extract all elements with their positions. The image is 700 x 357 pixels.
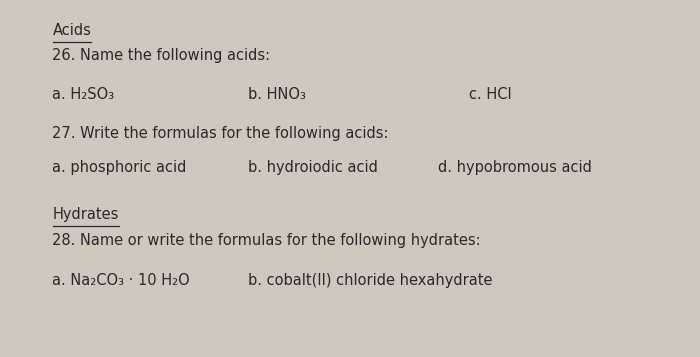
Text: a. H₂SO₃: a. H₂SO₃	[52, 87, 115, 102]
Text: a. phosphoric acid: a. phosphoric acid	[52, 160, 187, 175]
Text: b. HNO₃: b. HNO₃	[248, 87, 307, 102]
Text: a. Na₂CO₃ · 10 H₂O: a. Na₂CO₃ · 10 H₂O	[52, 273, 190, 288]
Text: Acids: Acids	[52, 23, 92, 38]
Text: b. hydroiodic acid: b. hydroiodic acid	[248, 160, 379, 175]
Text: 28. Name or write the formulas for the following hydrates:: 28. Name or write the formulas for the f…	[52, 233, 481, 248]
Text: b. cobalt(II) chloride hexahydrate: b. cobalt(II) chloride hexahydrate	[248, 273, 493, 288]
Text: 26. Name the following acids:: 26. Name the following acids:	[52, 48, 271, 63]
Text: 27. Write the formulas for the following acids:: 27. Write the formulas for the following…	[52, 126, 389, 141]
Text: d. hypobromous acid: d. hypobromous acid	[438, 160, 592, 175]
Text: Hydrates: Hydrates	[52, 207, 119, 222]
Text: c. HCl: c. HCl	[469, 87, 512, 102]
